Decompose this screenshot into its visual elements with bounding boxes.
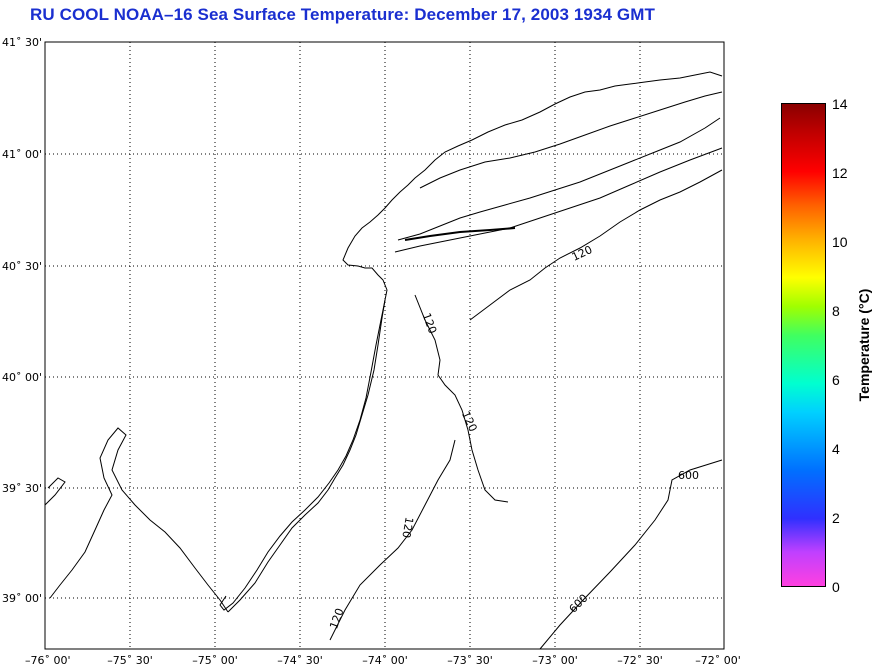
colorbar-tick: 2 [832, 510, 840, 526]
lon-label: –72˚ 00' [695, 654, 741, 667]
nj-coast [227, 71, 723, 613]
colorbar-tick: 12 [832, 165, 848, 181]
map-frame [44, 41, 725, 650]
lon-label: –74˚ 30' [277, 654, 323, 667]
lon-label: –74˚ 00' [362, 654, 408, 667]
long-island-south [394, 147, 723, 253]
lon-label: –73˚ 30' [447, 654, 493, 667]
isobath-120-south [329, 439, 456, 641]
lon-label: –76˚ 00' [25, 654, 71, 667]
lon-labels: –76˚ 00' –75˚ 30' –75˚ 00' –74˚ 30' –74˚… [25, 654, 741, 667]
colorbar-tick: 4 [832, 441, 840, 457]
temperature-colorbar [781, 103, 826, 587]
lat-label: 41˚ 00' [2, 148, 42, 161]
ct-shore [419, 91, 723, 189]
colorbar-tick: 8 [832, 303, 840, 319]
colorbar-tick: 10 [832, 234, 848, 250]
lon-label: –73˚ 00' [532, 654, 578, 667]
lat-labels: 41˚ 30' 41˚ 00' 40˚ 30' 40˚ 00' 39˚ 30' … [2, 36, 42, 605]
map-title: RU COOL NOAA–16 Sea Surface Temperature:… [30, 5, 655, 24]
isobath-120-central [414, 294, 509, 503]
contour-label: 120 [399, 516, 415, 539]
delmarva-shore [44, 477, 66, 506]
colorbar-title: Temperature (°C) [856, 288, 872, 402]
li-bays [404, 227, 516, 241]
coastline [44, 71, 723, 613]
isobath-120-north [469, 169, 723, 321]
contour-label: 600 [678, 469, 699, 482]
lat-label: 40˚ 00' [2, 371, 42, 384]
lat-label: 39˚ 00' [2, 592, 42, 605]
colorbar-tick: 6 [832, 372, 840, 388]
lat-label: 40˚ 30' [2, 260, 42, 273]
long-island-north [397, 117, 721, 241]
lon-label: –75˚ 30' [107, 654, 153, 667]
isobath-600 [539, 459, 723, 650]
lon-label: –72˚ 30' [617, 654, 663, 667]
isobaths [329, 169, 723, 650]
lon-label: –75˚ 00' [192, 654, 238, 667]
lat-label: 41˚ 30' [2, 36, 42, 49]
delaware-bay [49, 427, 229, 613]
colorbar-tick: 14 [832, 96, 848, 112]
colorbar-tick: 0 [832, 579, 840, 595]
nj-shore-detail [219, 299, 386, 611]
lat-label: 39˚ 30' [2, 482, 42, 495]
